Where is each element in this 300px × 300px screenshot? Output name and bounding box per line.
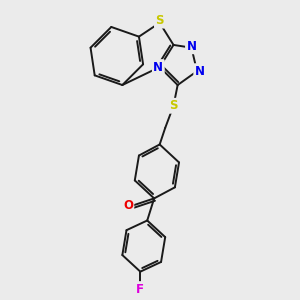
Text: N: N <box>153 61 163 74</box>
Text: N: N <box>195 65 205 78</box>
Text: S: S <box>169 99 178 112</box>
Text: O: O <box>123 199 133 212</box>
Text: F: F <box>136 283 144 296</box>
Text: S: S <box>155 14 164 27</box>
Text: N: N <box>187 40 196 53</box>
